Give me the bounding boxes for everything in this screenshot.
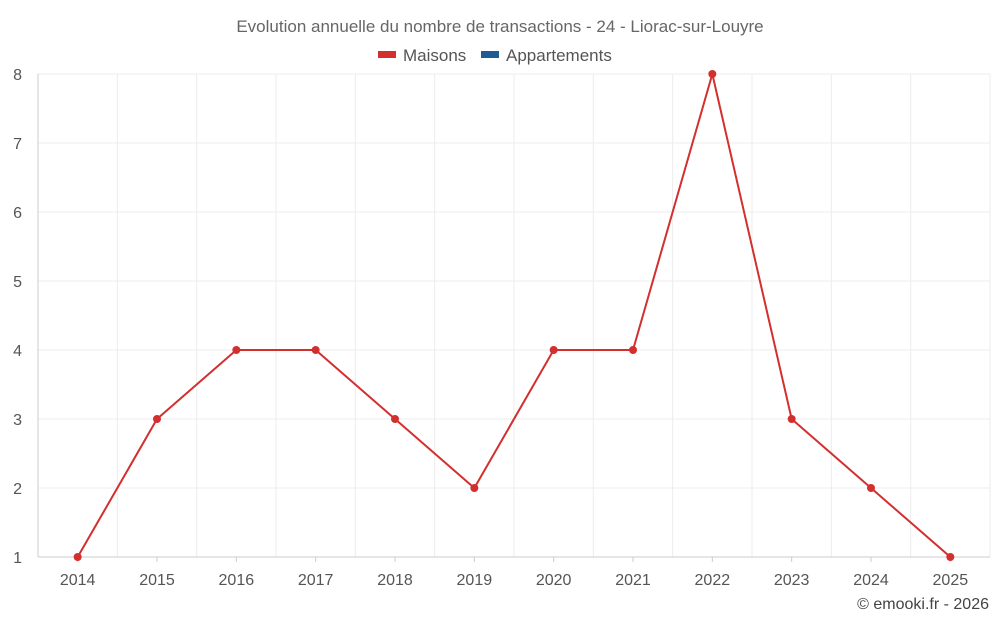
data-point-maisons <box>946 553 955 561</box>
x-tick-label: 2018 <box>377 572 413 589</box>
y-tick-labels: 1 2 3 4 5 6 7 8 <box>13 67 22 567</box>
x-tick-label: 2017 <box>298 572 334 589</box>
data-point-maisons <box>867 484 875 492</box>
x-tick-label: 2021 <box>615 572 651 589</box>
grid <box>38 73 991 557</box>
y-tick-label: 6 <box>13 205 22 222</box>
data-point-maisons <box>787 415 796 423</box>
y-tick-label: 3 <box>13 412 22 429</box>
x-tick-label: 2023 <box>774 572 810 589</box>
credit-label: © emooki.fr - 2026 <box>857 596 989 613</box>
data-point-maisons <box>391 415 399 423</box>
legend-swatch-maisons <box>378 51 396 58</box>
data-point-maisons <box>629 346 637 354</box>
series-maisons <box>73 70 955 561</box>
x-tick-label: 2019 <box>457 572 493 589</box>
y-tick-label: 2 <box>13 481 22 498</box>
data-point-maisons <box>73 553 82 561</box>
y-tick-label: 7 <box>13 136 22 153</box>
y-tick-label: 4 <box>13 343 22 360</box>
legend-label-maisons: Maisons <box>403 46 466 65</box>
legend-item-maisons[interactable]: Maisons <box>378 46 466 65</box>
data-point-maisons <box>311 346 320 354</box>
x-tick-label: 2022 <box>695 572 731 589</box>
x-tick-label: 2025 <box>933 572 969 589</box>
legend-item-appartements[interactable]: Appartements <box>481 46 612 65</box>
x-tick-labels: 2014 2015 2016 2017 2018 2019 2020 2021 2022 2023… <box>60 572 968 589</box>
data-point-maisons <box>232 346 241 354</box>
data-point-maisons <box>153 415 161 423</box>
y-tick-label: 5 <box>13 274 22 291</box>
data-point-maisons <box>470 484 479 492</box>
chart-title: Evolution annuelle du nombre de transact… <box>236 17 763 36</box>
x-tick-label: 2016 <box>219 572 255 589</box>
data-point-maisons <box>549 346 558 354</box>
series-line-maisons <box>76 73 951 558</box>
y-tick-label: 8 <box>13 67 22 84</box>
x-tick-label: 2014 <box>60 572 96 589</box>
y-tick-label: 1 <box>13 550 22 567</box>
legend-swatch-appartements <box>481 51 499 58</box>
legend: Maisons Appartements <box>378 46 612 65</box>
legend-label-appartements: Appartements <box>506 46 612 65</box>
x-tick-label: 2020 <box>536 572 572 589</box>
data-point-maisons <box>708 70 717 78</box>
x-tick-label: 2015 <box>139 572 175 589</box>
x-tick-label: 2024 <box>853 572 889 589</box>
axes <box>37 74 990 562</box>
